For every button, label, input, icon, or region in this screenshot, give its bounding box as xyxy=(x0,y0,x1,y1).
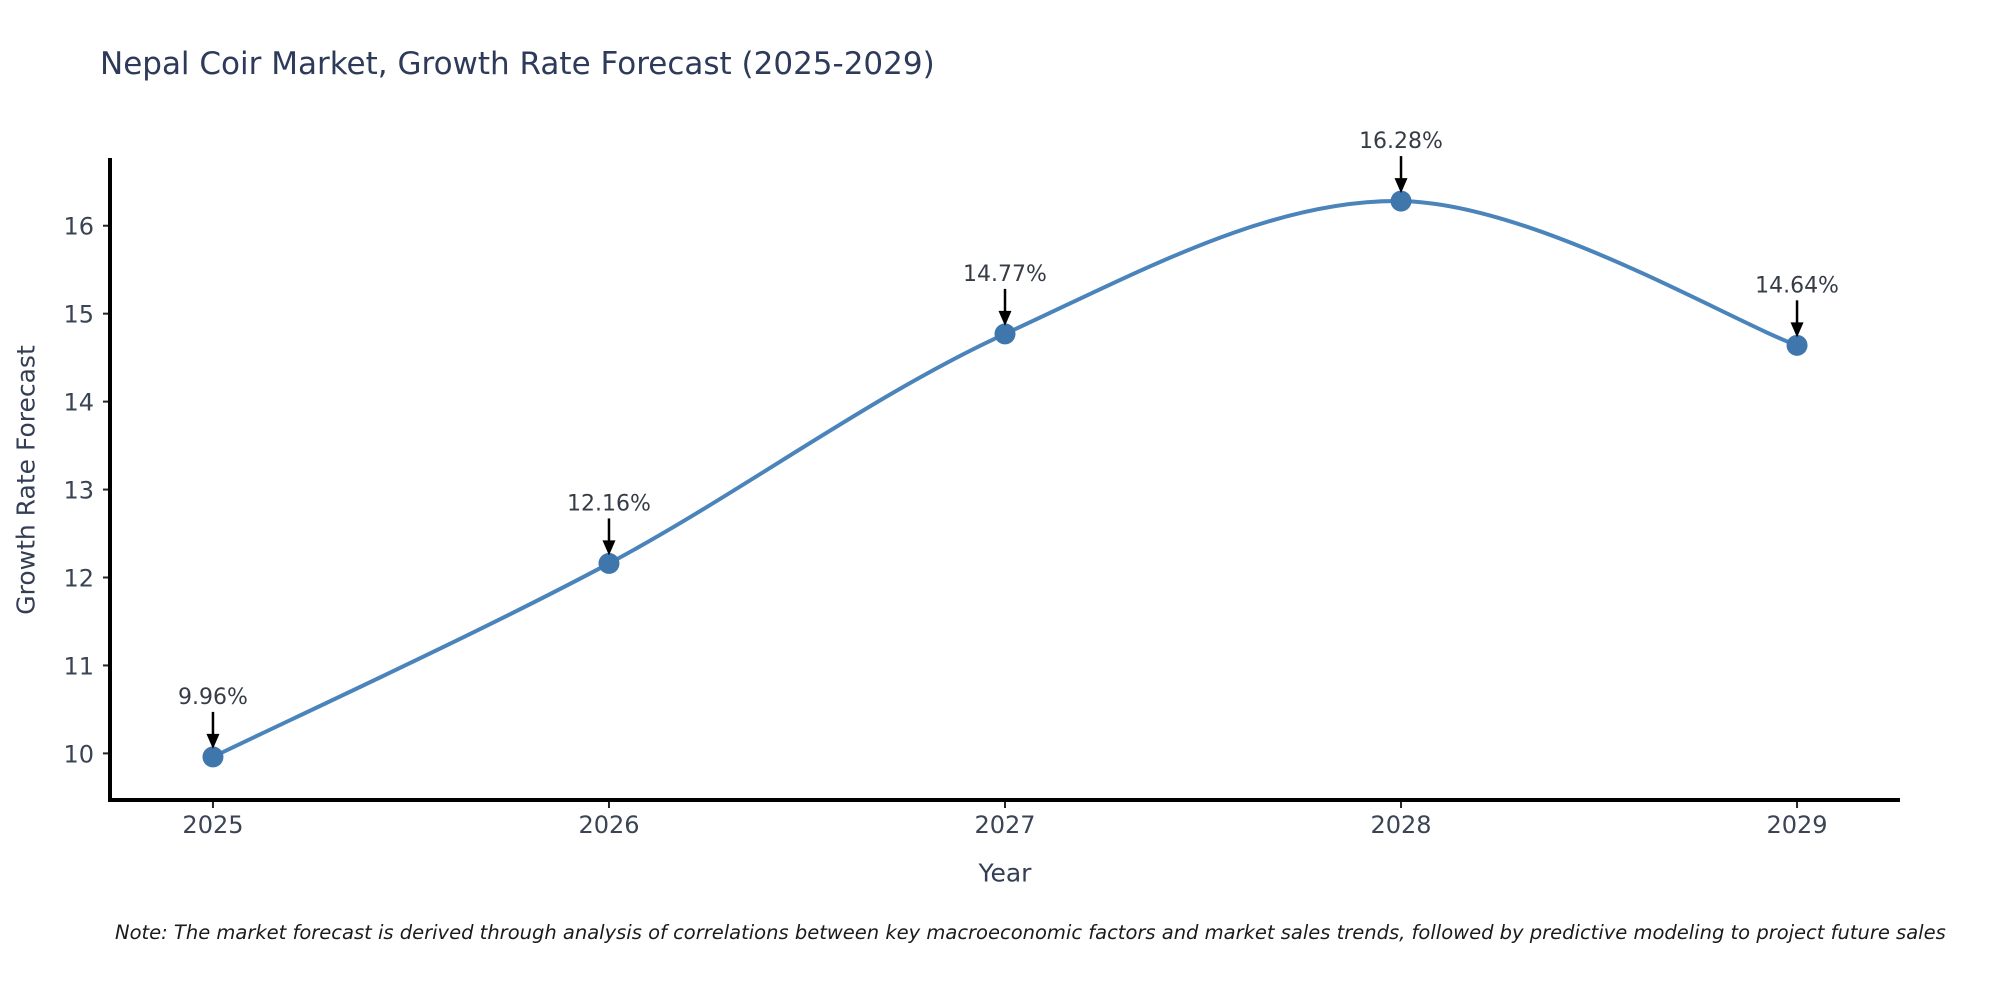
data-point-marker xyxy=(202,746,224,768)
x-axis-title: Year xyxy=(978,858,1032,888)
data-point-label: 14.64% xyxy=(1755,273,1839,298)
annotation-arrow-head xyxy=(1790,322,1804,338)
data-point-marker xyxy=(1390,190,1412,212)
y-tick-label: 15 xyxy=(63,301,94,329)
annotation-arrow-head xyxy=(206,733,220,749)
data-point-marker xyxy=(1786,334,1808,356)
x-tick-label: 2025 xyxy=(182,811,243,839)
x-tick-label: 2028 xyxy=(1370,811,1431,839)
x-tick-label: 2026 xyxy=(578,811,639,839)
data-point-label: 12.16% xyxy=(567,491,651,516)
y-tick-label: 16 xyxy=(63,213,94,241)
footnote: Note: The market forecast is derived thr… xyxy=(115,921,1946,944)
x-tick-label: 2029 xyxy=(1766,811,1827,839)
data-point-label: 9.96% xyxy=(178,685,248,710)
data-point-label: 16.28% xyxy=(1359,129,1443,154)
y-tick-label: 13 xyxy=(63,477,94,505)
x-tick-label: 2027 xyxy=(974,811,1035,839)
y-tick-label: 11 xyxy=(63,652,94,680)
y-tick-label: 14 xyxy=(63,389,94,417)
data-point-label: 14.77% xyxy=(963,262,1047,287)
annotation-arrow-head xyxy=(998,310,1012,326)
chart-title: Nepal Coir Market, Growth Rate Forecast … xyxy=(100,46,935,82)
annotation-arrow-head xyxy=(602,540,616,556)
annotation-arrow-head xyxy=(1394,178,1408,194)
data-point-marker xyxy=(994,323,1016,345)
y-tick-label: 10 xyxy=(63,740,94,768)
data-point-marker xyxy=(598,552,620,574)
y-tick-label: 12 xyxy=(63,564,94,592)
